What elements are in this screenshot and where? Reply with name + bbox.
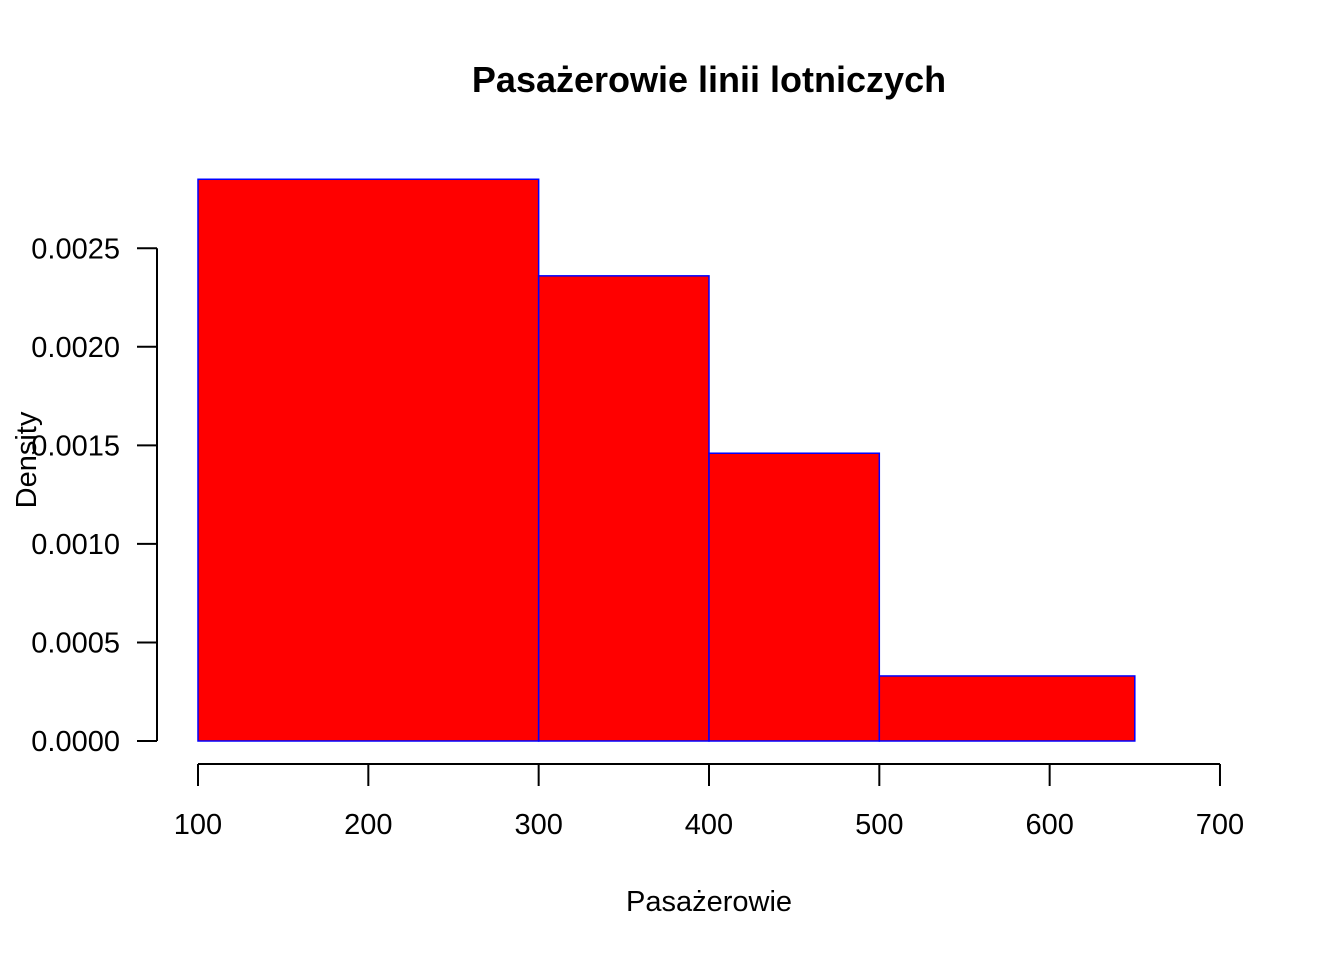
x-axis-label: Pasażerowie xyxy=(626,886,792,918)
chart-title: Pasażerowie linii lotniczych xyxy=(472,59,946,100)
x-tick-label: 100 xyxy=(174,809,222,841)
y-tick-label: 0.0025 xyxy=(31,233,120,265)
y-axis-label: Density xyxy=(11,411,43,508)
x-tick-label: 500 xyxy=(855,809,903,841)
y-tick-label: 0.0005 xyxy=(31,627,120,659)
x-axis: 100 200 300 400 500 600 700 xyxy=(174,763,1244,841)
x-tick-label: 200 xyxy=(344,809,392,841)
y-tick-label: 0.0010 xyxy=(31,529,120,561)
x-tick-label: 400 xyxy=(685,809,733,841)
bars-group xyxy=(197,178,1136,742)
y-tick-label: 0.0020 xyxy=(31,332,120,364)
x-tick-label: 700 xyxy=(1196,809,1244,841)
y-tick-label: 0.0015 xyxy=(31,430,120,462)
histogram-bar xyxy=(708,452,881,742)
x-tick-label: 600 xyxy=(1025,809,1073,841)
y-axis: 0.0000 0.0005 0.0010 0.0015 0.0020 0.0025 xyxy=(31,233,158,758)
histogram-bar xyxy=(878,675,1136,742)
y-tick-label: 0.0000 xyxy=(31,726,120,758)
histogram-bar xyxy=(197,178,540,742)
histogram-bar xyxy=(537,275,710,742)
x-tick-label: 300 xyxy=(514,809,562,841)
